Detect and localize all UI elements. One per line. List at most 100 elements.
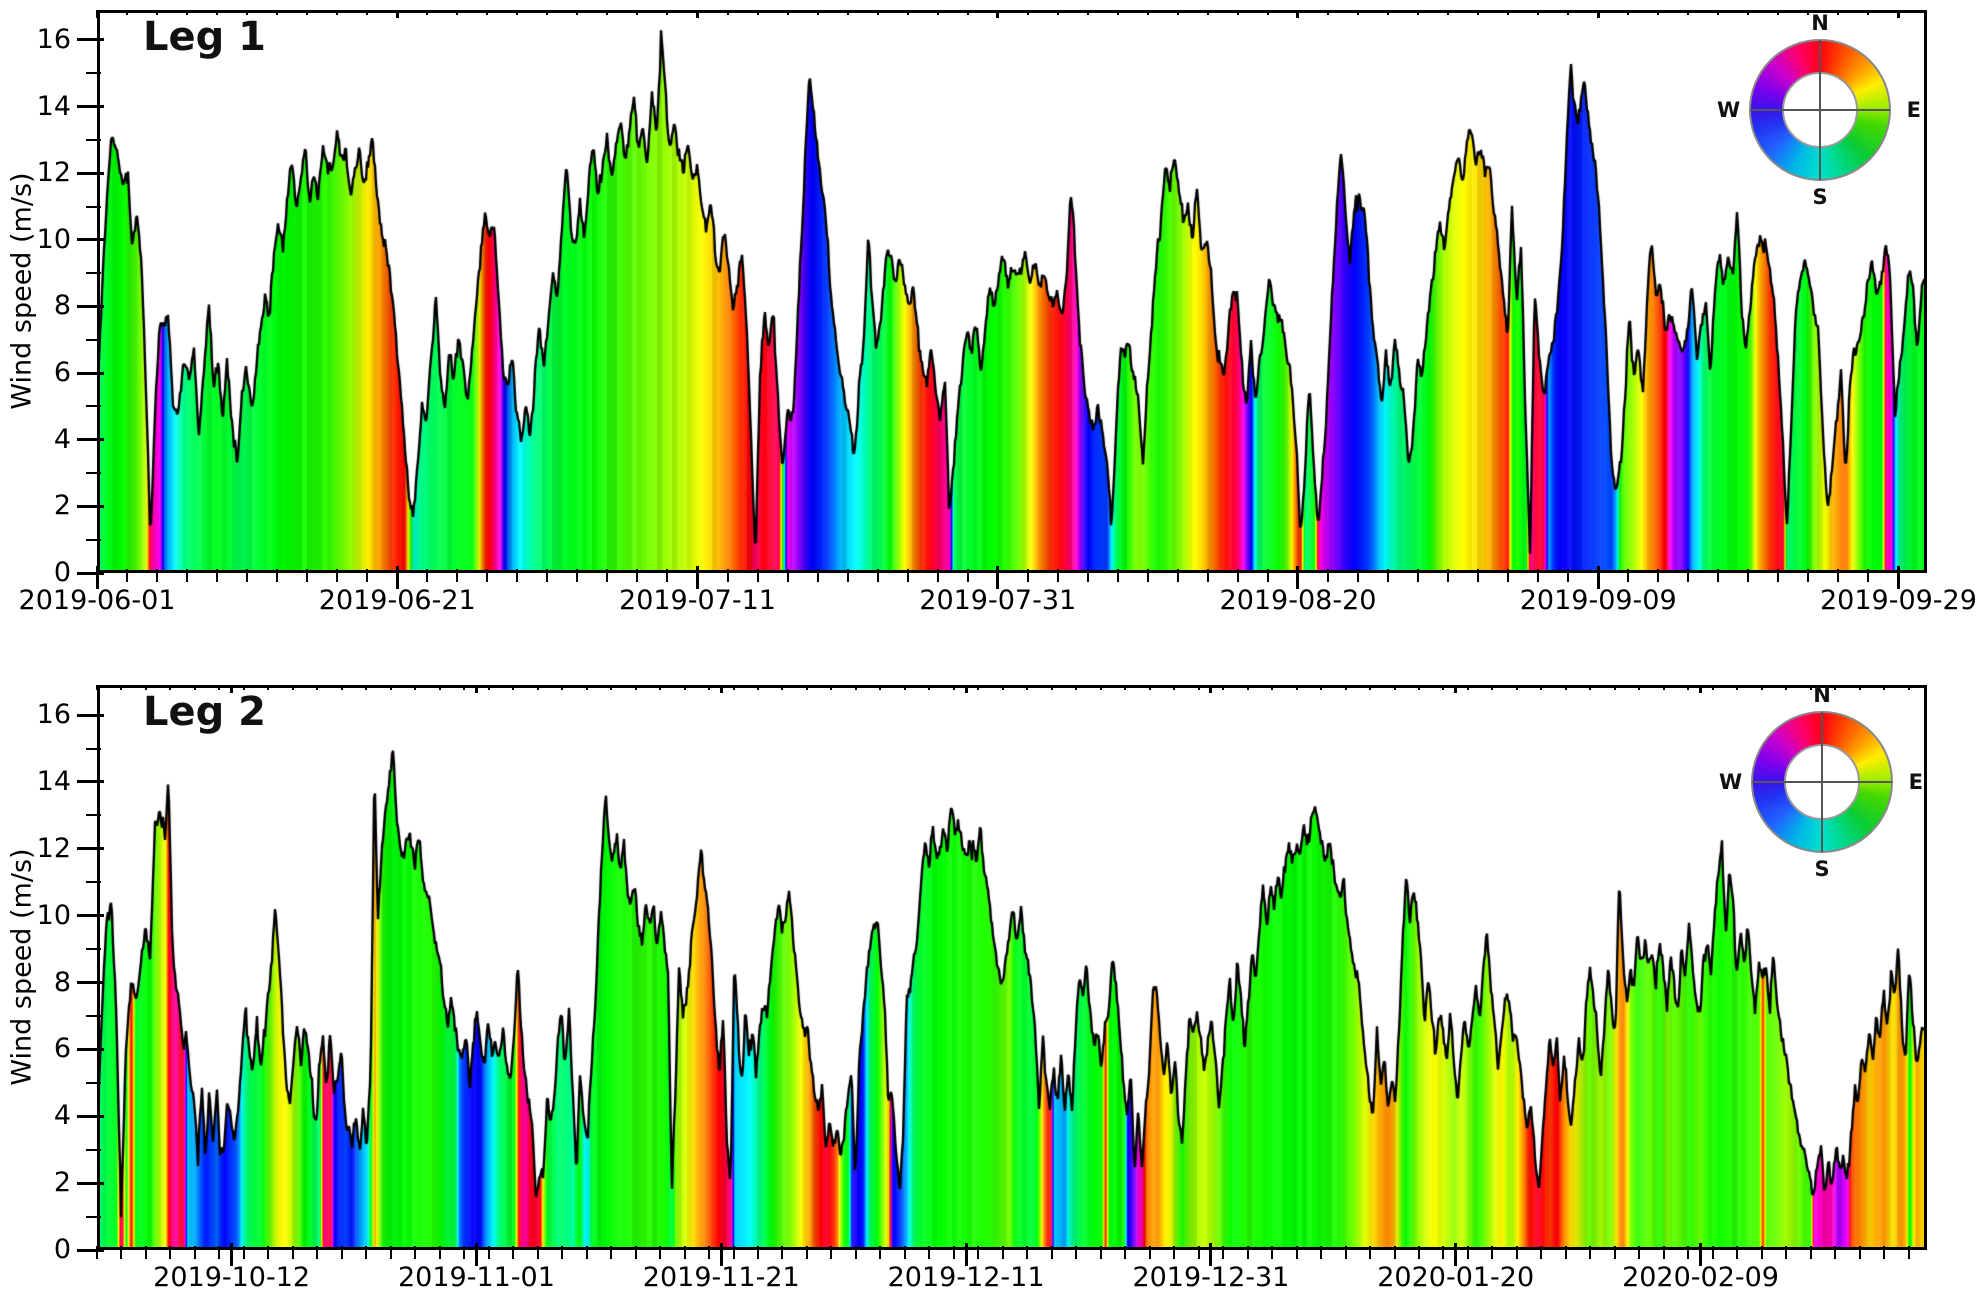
compass-crosshair-horizontal	[1750, 109, 1890, 111]
compass-north-label: N	[1811, 11, 1829, 35]
x-minor-tick	[1477, 569, 1480, 582]
y-tick-label: 16	[36, 699, 71, 731]
x-tick-top	[1454, 685, 1458, 693]
x-minor-tick	[487, 1246, 490, 1259]
x-tick	[474, 1243, 478, 1266]
x-minor-tick-top	[1809, 685, 1812, 690]
y-minor-tick	[86, 1081, 101, 1084]
x-minor-tick-top	[854, 685, 857, 690]
compass-west-label: W	[1717, 98, 1741, 122]
x-minor-tick-top	[1246, 685, 1249, 690]
x-minor-tick-top	[1477, 10, 1480, 15]
x-minor-tick-top	[144, 685, 147, 690]
y-tick-label: 0	[53, 1234, 71, 1265]
x-minor-tick	[708, 1246, 711, 1259]
x-minor-tick	[306, 569, 309, 582]
y-tick	[77, 371, 104, 375]
x-minor-tick	[1146, 569, 1149, 582]
x-minor-tick	[757, 1246, 759, 1259]
x-minor-tick	[1026, 569, 1029, 582]
x-tick	[230, 1243, 234, 1266]
x-minor-tick-top	[1627, 10, 1630, 15]
x-minor-tick	[96, 1246, 98, 1259]
x-minor-tick	[1327, 569, 1329, 582]
x-minor-tick-top	[1327, 10, 1329, 15]
x-minor-tick	[1344, 1246, 1347, 1259]
x-minor-tick-top	[1867, 10, 1870, 15]
x-minor-tick-top	[805, 685, 808, 690]
x-tick-label: 2019-12-31	[1132, 1262, 1290, 1293]
y-minor-tick	[86, 1215, 101, 1218]
x-minor-tick-top	[936, 10, 939, 15]
wind-direction-legend-leg2: N E S W	[1719, 683, 1923, 881]
y-tick	[77, 438, 104, 442]
y-minor-tick	[86, 538, 101, 541]
x-minor-tick	[1206, 569, 1209, 582]
x-minor-tick-top	[846, 10, 849, 15]
x-minor-tick	[267, 1246, 270, 1259]
x-minor-tick-top	[336, 10, 339, 15]
x-minor-tick-top	[186, 10, 189, 15]
x-minor-tick-top	[1176, 10, 1179, 15]
x-minor-tick	[1717, 569, 1720, 582]
x-minor-tick	[1246, 1246, 1249, 1259]
x-minor-tick	[1807, 569, 1810, 582]
x-minor-tick-top	[512, 685, 515, 690]
x-tick	[719, 1243, 723, 1266]
x-minor-tick	[1050, 1246, 1053, 1259]
y-tick-label: 4	[53, 423, 71, 455]
x-minor-tick	[1236, 569, 1239, 582]
x-minor-tick	[636, 569, 639, 582]
x-minor-tick-top	[786, 10, 789, 15]
x-minor-tick-top	[1116, 10, 1119, 15]
x-minor-tick-top	[426, 10, 429, 15]
x-minor-tick-top	[1099, 685, 1102, 690]
x-minor-tick	[1148, 1246, 1151, 1259]
x-minor-tick-top	[536, 685, 539, 690]
x-minor-tick	[438, 1246, 441, 1259]
y-tick-label: 16	[36, 23, 71, 55]
x-minor-tick	[1809, 1246, 1812, 1259]
x-minor-tick	[786, 569, 789, 582]
x-minor-tick-top	[966, 10, 969, 15]
x-minor-tick	[1393, 1246, 1396, 1259]
x-minor-tick	[1515, 1246, 1518, 1259]
x-minor-tick-top	[1026, 10, 1029, 15]
x-minor-tick-top	[1236, 10, 1239, 15]
x-minor-tick-top	[1001, 685, 1004, 690]
x-minor-tick	[1627, 569, 1630, 582]
x-minor-tick-top	[903, 685, 906, 690]
x-minor-tick-top	[1589, 685, 1592, 690]
x-minor-tick	[1736, 1246, 1739, 1259]
y-minor-tick	[86, 405, 101, 408]
x-minor-tick	[732, 1246, 735, 1259]
y-tick	[77, 914, 104, 918]
compass-south-label: S	[1814, 857, 1830, 881]
x-minor-tick	[1613, 1246, 1616, 1259]
y-tick-label: 2	[53, 1167, 71, 1199]
compass-east-label: E	[1906, 98, 1921, 122]
x-minor-tick	[1540, 1246, 1543, 1259]
wind-direction-legend-leg1: N E S W	[1717, 11, 1921, 209]
x-minor-tick	[683, 1246, 686, 1259]
x-minor-tick-top	[1295, 685, 1298, 690]
x-minor-tick-top	[1736, 685, 1739, 690]
x-minor-tick-top	[1197, 685, 1200, 690]
x-tick-label: 2019-10-12	[153, 1262, 311, 1293]
x-minor-tick	[169, 1246, 172, 1259]
y-tick	[77, 1047, 104, 1051]
x-minor-tick-top	[1173, 685, 1176, 690]
wind-speed-series-leg2	[97, 685, 1927, 1250]
y-tick-label: 14	[36, 90, 71, 122]
x-minor-tick-top	[879, 685, 882, 690]
y-tick-label: 8	[53, 966, 71, 998]
y-tick-label: 6	[53, 357, 71, 389]
x-minor-tick-top	[169, 685, 172, 690]
x-minor-tick-top	[1777, 10, 1780, 15]
x-minor-tick	[536, 1246, 539, 1259]
x-minor-tick	[1687, 1246, 1690, 1259]
x-minor-tick	[805, 1246, 808, 1259]
compass-north-label: N	[1813, 683, 1831, 707]
x-minor-tick	[659, 1246, 662, 1259]
x-minor-tick-top	[246, 10, 249, 15]
